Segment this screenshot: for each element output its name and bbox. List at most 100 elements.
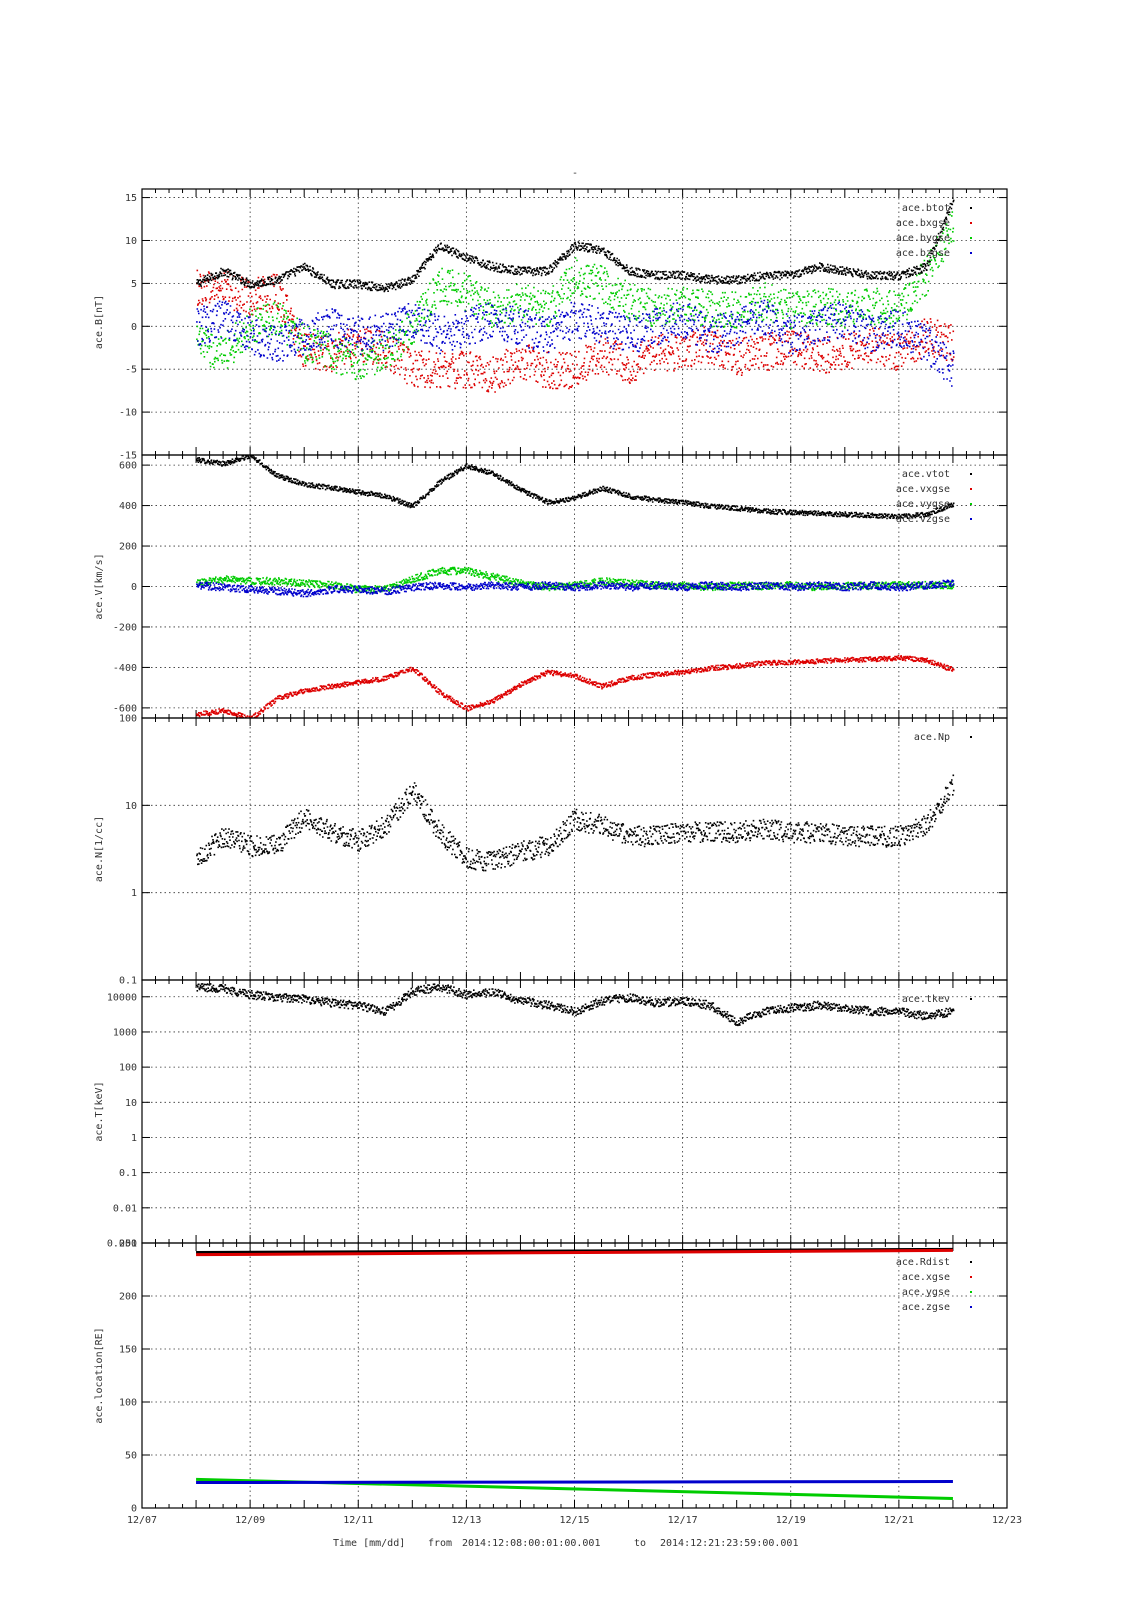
y-axis-label: ace.N[1/cc] <box>94 816 105 882</box>
series-line-ace-xgse <box>196 1248 953 1257</box>
legend-marker <box>970 207 972 209</box>
series-points-ace-btot <box>196 197 955 293</box>
footer: Time [mm/dd] from 2014:12:08:00:01:00.00… <box>333 1538 798 1549</box>
x-tick-label: 12/19 <box>776 1515 806 1526</box>
legend-label: ace.bzgse <box>896 248 950 259</box>
series-points-ace-vygse <box>196 566 955 594</box>
y-tick-label: -600 <box>113 703 137 714</box>
footer-range-from: 2014:12:08:00:01:00.001 <box>462 1538 600 1549</box>
y-tick-label: 5 <box>131 279 137 290</box>
y-tick-label: 10 <box>125 236 137 247</box>
legend-label: ace.bxgse <box>896 218 950 229</box>
y-tick-label: 400 <box>119 501 137 512</box>
legend-marker <box>970 518 972 520</box>
legend-marker <box>970 1291 972 1293</box>
y-tick-label: 0.1 <box>119 1168 137 1179</box>
y-tick-label: 1 <box>131 1133 137 1144</box>
y-axis-label: ace.V[km/s] <box>94 553 105 619</box>
y-tick-label: 0 <box>131 322 137 333</box>
y-tick-label: 100 <box>119 1398 137 1409</box>
x-tick-label: 12/17 <box>668 1515 698 1526</box>
y-tick-label: 1000 <box>113 1027 137 1038</box>
legend-label: ace.Rdist <box>896 1257 950 1268</box>
panels-group: -15-10-5051015ace.B[nT]ace.btotace.bxgse… <box>94 188 1008 1515</box>
y-tick-label: 10 <box>125 1098 137 1109</box>
legend-marker <box>970 1306 972 1308</box>
y-tick-label: 600 <box>119 461 137 472</box>
footer-to-label: to <box>634 1538 646 1549</box>
y-tick-label: -5 <box>125 365 137 376</box>
footer-x-label: Time [mm/dd] <box>333 1538 405 1549</box>
y-tick-label: -400 <box>113 663 137 674</box>
legend-label: ace.bygse <box>896 233 950 244</box>
y-tick-label: 10000 <box>107 992 137 1003</box>
legend-marker <box>970 503 972 505</box>
y-tick-label: 150 <box>119 1345 137 1356</box>
y-tick-label: -200 <box>113 622 137 633</box>
panel-data <box>196 197 955 393</box>
y-tick-label: 0.1 <box>119 976 137 987</box>
x-tick-label: 12/13 <box>451 1515 481 1526</box>
y-axis-label: ace.B[nT] <box>94 295 105 349</box>
legend-marker <box>970 998 972 1000</box>
y-tick-label: 10 <box>125 801 137 812</box>
legend-label: ace.tkev <box>902 994 950 1005</box>
panel-data <box>196 455 955 718</box>
y-tick-label: 200 <box>119 1292 137 1303</box>
y-tick-label: 100 <box>119 714 137 725</box>
y-tick-label: 200 <box>119 542 137 553</box>
panel-4: 0.001 0.01 0.1 1 10 100 1000 10000 ace.T[keV] ace… <box>94 979 1008 1250</box>
y-tick-label: 250 <box>119 1239 137 1250</box>
footer-range-to: 2014:12:21:23:59:00.001 <box>660 1538 798 1549</box>
legend-label: ace.Np <box>914 732 950 743</box>
panel-3: 0.1 1 10 100 ace.N[1/cc] ace.Np <box>94 714 1008 987</box>
legend-marker <box>970 252 972 254</box>
series-points-ace-bygse <box>196 211 955 381</box>
legend-label: ace.btot <box>902 203 950 214</box>
legend-label: ace.vzgse <box>896 514 950 525</box>
x-tick-labels: 12/07 12/09 12/11 12/13 12/15 12/17 12/19 12/21… <box>127 1515 1022 1526</box>
y-tick-label: 0.001 <box>107 1239 137 1250</box>
series-points-ace-bxgse <box>196 269 955 393</box>
x-tick-label: 12/21 <box>884 1515 914 1526</box>
legend-label: ace.vtot <box>902 469 950 480</box>
legend-marker <box>970 1261 972 1263</box>
legend-label: ace.zgse <box>902 1302 950 1313</box>
legend-marker <box>970 1276 972 1278</box>
series-points-ace-vxgse <box>196 654 955 718</box>
x-tick-label: 12/09 <box>235 1515 265 1526</box>
y-axis-label: ace.location[RE] <box>94 1327 105 1423</box>
y-tick-label: -10 <box>119 408 137 419</box>
y-tick-label: 15 <box>125 193 137 204</box>
panel-frame <box>141 1242 1008 1509</box>
series-points-ace-tkev <box>196 983 955 1027</box>
panel-data <box>196 983 955 1027</box>
y-axis-label: ace.T[keV] <box>94 1081 105 1141</box>
page-title: - <box>572 168 578 179</box>
legend-marker <box>970 736 972 738</box>
x-tick-label: 12/07 <box>127 1515 157 1526</box>
y-tick-label: 1 <box>131 888 137 899</box>
legend-label: ace.xgse <box>902 1272 950 1283</box>
legend-label: ace.vygse <box>896 499 950 510</box>
legend-label: ace.vxgse <box>896 484 950 495</box>
panel-data <box>196 774 955 872</box>
y-tick-label: 50 <box>125 1451 137 1462</box>
legend-marker <box>970 473 972 475</box>
series-points-ace-vzgse <box>196 579 955 598</box>
y-tick-label: 0 <box>131 1504 137 1515</box>
legend-marker <box>970 237 972 239</box>
y-tick-label: 0.01 <box>113 1203 137 1214</box>
legend-label: ace.ygse <box>902 1287 950 1298</box>
series-points-ace-Np <box>196 774 955 872</box>
panel-5: 0 50 100 150 200 250 ace.location[RE] ace.Rdist… <box>94 1239 1008 1515</box>
x-tick-label: 12/11 <box>343 1515 373 1526</box>
y-tick-label: 100 <box>119 1063 137 1074</box>
y-tick-label: -15 <box>119 451 137 462</box>
panel-1: -15 -10 -5 0 5 10 15 ace.B[nT] ace.btot ace.bxgse… <box>94 188 1008 462</box>
legend-marker <box>970 222 972 224</box>
legend-marker <box>970 488 972 490</box>
footer-from-label: from <box>428 1538 452 1549</box>
panel-2: -600 -400 -200 0 200 400 600 ace.V[km/s] ace.vto… <box>94 454 1008 719</box>
